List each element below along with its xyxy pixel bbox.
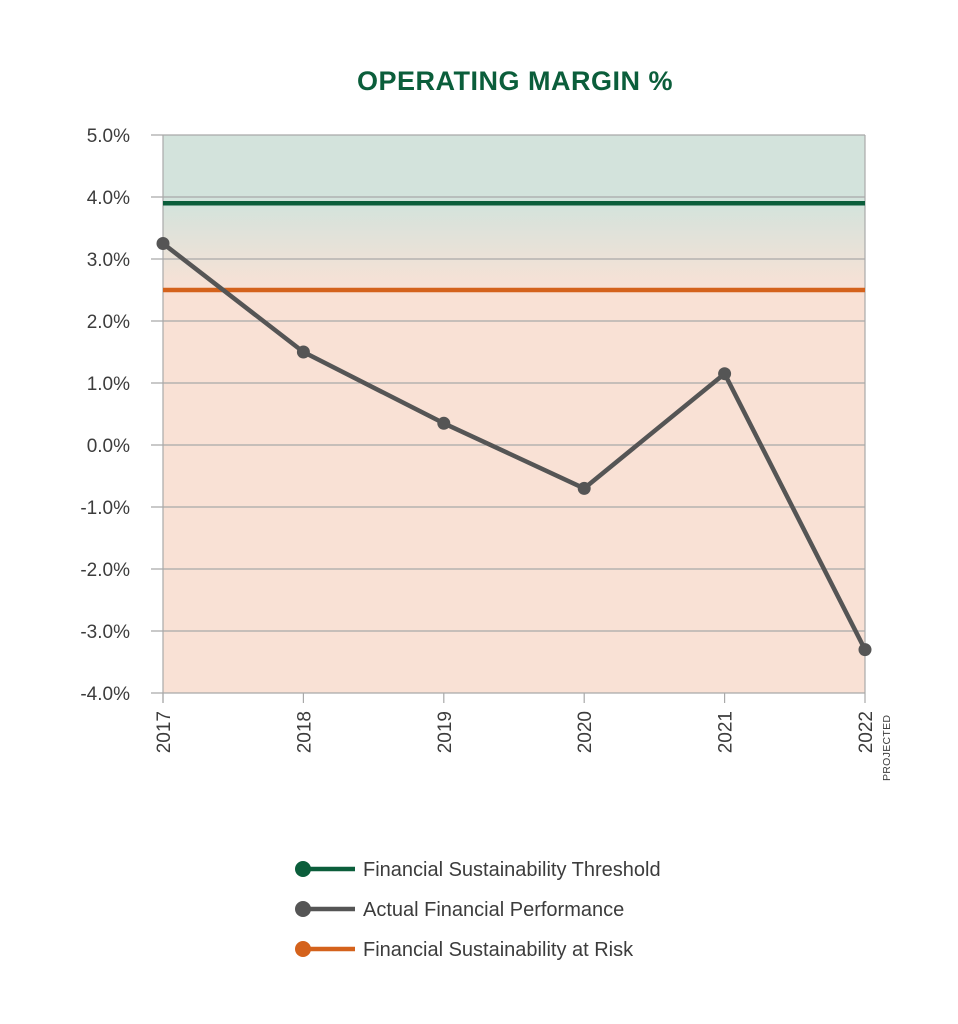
reference-lines: [163, 200, 865, 293]
legend-label: Actual Financial Performance: [363, 899, 624, 921]
legend: Financial Sustainability Threshold Actual…: [295, 859, 661, 961]
series-line: [160, 241, 868, 652]
grid-lines: [151, 134, 866, 703]
data-point: [296, 345, 310, 359]
y-tick-label: -2.0%: [80, 560, 130, 581]
y-tick-label: -4.0%: [80, 684, 130, 705]
y-axis-ticks: 5.0% 4.0% 3.0% 2.0% 1.0% 0.0% -1.0% -2.0% -3.0% -…: [80, 126, 130, 705]
legend-label: Financial Sustainability at Risk: [363, 939, 634, 961]
y-tick-label: 4.0%: [87, 188, 130, 209]
legend-label: Financial Sustainability Threshold: [363, 859, 661, 881]
x-tick-label: 2017: [154, 711, 175, 753]
x-tick-label: 2020: [575, 711, 596, 753]
data-point: [156, 237, 170, 250]
y-tick-label: 3.0%: [87, 250, 130, 271]
legend-swatch-dot: [295, 941, 311, 957]
y-tick-label: 5.0%: [87, 126, 130, 147]
legend-swatch-dot: [295, 861, 311, 877]
x-tick-label: 2021: [716, 711, 737, 753]
data-point: [718, 367, 732, 381]
y-tick-label: 0.0%: [87, 436, 130, 457]
x-tick-label: 2022: [856, 711, 877, 753]
y-tick-label: -1.0%: [80, 498, 130, 519]
y-tick-label: 1.0%: [87, 374, 130, 395]
x-tick-label: 2018: [294, 711, 315, 753]
data-point: [577, 481, 591, 495]
x-axis-ticks: 2017 2018 2019 2020 2021 2022 PROJECTED: [154, 693, 893, 781]
plot-background: [163, 135, 865, 693]
y-tick-label: 2.0%: [87, 312, 130, 333]
x-tick-label: 2019: [435, 711, 456, 753]
series-layer: [156, 237, 872, 657]
legend-swatch-dot: [295, 901, 311, 917]
data-point: [437, 416, 451, 430]
y-tick-label: -3.0%: [80, 622, 130, 643]
x-tick-sublabel: PROJECTED: [881, 715, 893, 781]
data-point: [858, 643, 872, 657]
chart-title: OPERATING MARGIN %: [357, 66, 673, 96]
